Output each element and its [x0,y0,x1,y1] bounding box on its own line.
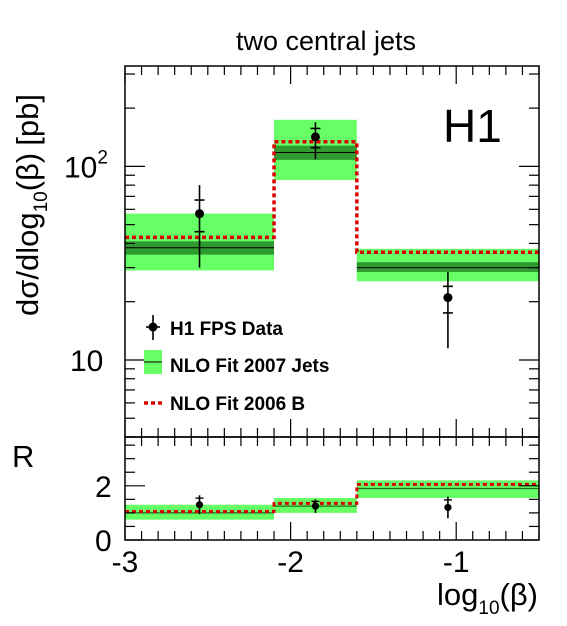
ratio-point-1 [195,501,204,509]
y-axis-label: dσ/dlog10(β) [pb] [10,94,52,316]
x-tick-label-2: -2 [277,546,304,579]
ratio-y-tick-label-2: 2 [95,471,112,504]
nlo-inner-band-bin-3 [356,262,539,272]
ratio-point-3 [444,503,452,512]
ratio-point-2 [311,502,320,510]
x-axis-label-mid: (β) [500,577,538,612]
x-axis-label-base: log [437,577,478,612]
bottom-panel-frame [124,436,540,541]
y-axis-label-unit: [pb] [10,94,45,146]
experiment-label: H1 [443,100,502,152]
y-axis-label-base: dσ/dlog [10,212,45,316]
y-tick-label-1: 10 [70,345,103,378]
x-tick-label-3: -1 [443,546,470,579]
data-points [194,122,453,519]
x-axis-label-sub: 10 [478,598,499,619]
data-point-3 [443,293,453,303]
panel-frames [124,65,540,541]
axis-ticks [124,66,540,541]
legend-label-nlo-2006b: NLO Fit 2006 B [170,394,305,415]
legend-label-data: H1 FPS Data [170,319,283,340]
bottom-panel-bands [125,480,539,520]
chart-title: two central jets [236,26,416,56]
x-axis-label: log10(β) [437,577,538,619]
x-tick-label-1: -3 [112,546,139,579]
data-point-1 [195,209,205,219]
legend: H1 FPS Data NLO Fit 2007 Jets NLO Fit 2006… [144,315,329,415]
data-point-2 [310,132,320,142]
y-axis-label-mid: (β) [10,153,45,191]
ratio-y-tick-label-1: 0 [95,525,112,558]
y-axis-label-sub: 10 [31,191,52,212]
y-tick-label-2: 102 [64,147,108,184]
ratio-axis-label: R [12,439,34,474]
legend-data-marker [148,322,158,332]
legend-label-nlo-2007: NLO Fit 2007 Jets [170,356,329,377]
tick-labels: 10 102 0 2 -3 -2 -1 [64,147,470,579]
